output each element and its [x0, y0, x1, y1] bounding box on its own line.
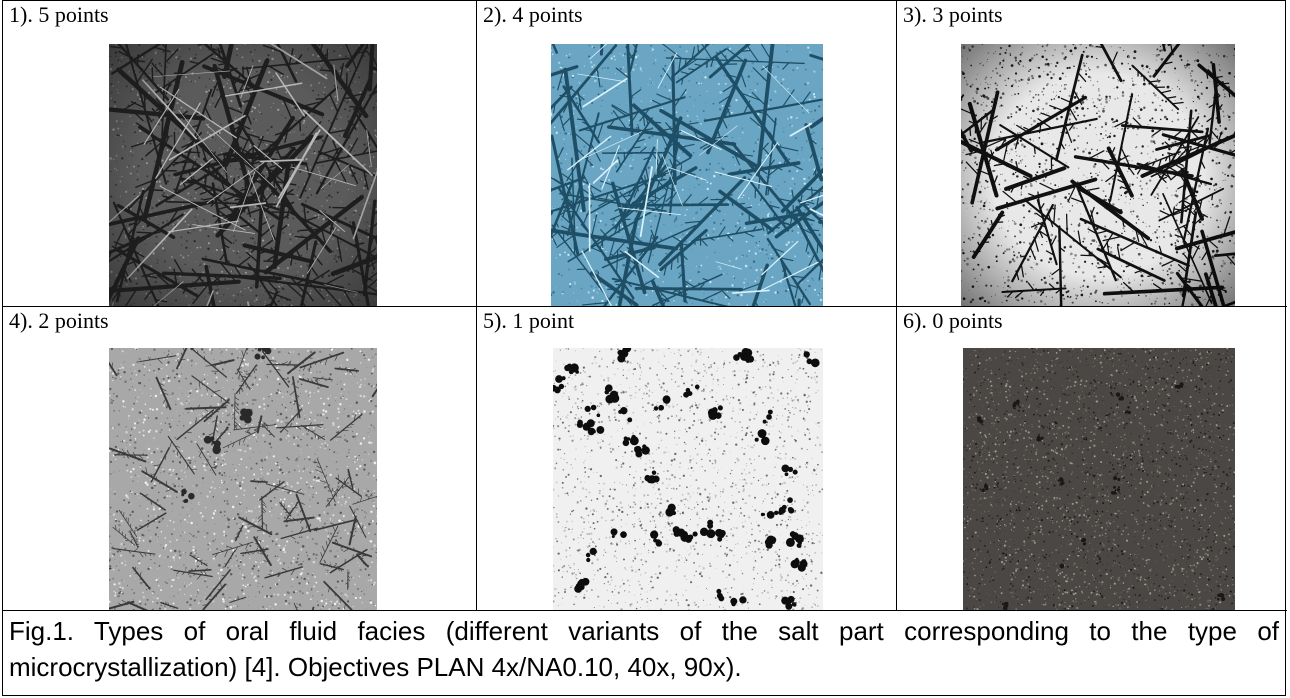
panel-grid: 1). 5 points 2). 4 points 3). 3 points 4… [3, 1, 1287, 611]
panel-1: 1). 5 points [3, 1, 477, 307]
panel-3: 3). 3 points [897, 1, 1287, 307]
panel-6: 6). 0 points [897, 307, 1287, 611]
figure-caption: Fig.1. Types of oral fluid facies (diffe… [9, 616, 1279, 682]
micrograph-2 [551, 44, 823, 306]
panel-2: 2). 4 points [477, 1, 897, 307]
micrograph-4 [109, 348, 377, 610]
panel-5: 5). 1 point [477, 307, 897, 611]
panel-2-label: 2). 4 points [483, 2, 583, 27]
micrograph-5 [553, 348, 823, 610]
panel-4-label: 4). 2 points [9, 308, 109, 333]
panel-1-label: 1). 5 points [9, 2, 109, 27]
panel-4: 4). 2 points [3, 307, 477, 611]
micrograph-3 [961, 44, 1235, 306]
micrograph-6 [963, 348, 1235, 610]
micrograph-1 [109, 44, 377, 306]
panel-6-label: 6). 0 points [903, 308, 1003, 333]
panel-3-label: 3). 3 points [903, 2, 1003, 27]
panel-5-label: 5). 1 point [483, 308, 575, 333]
